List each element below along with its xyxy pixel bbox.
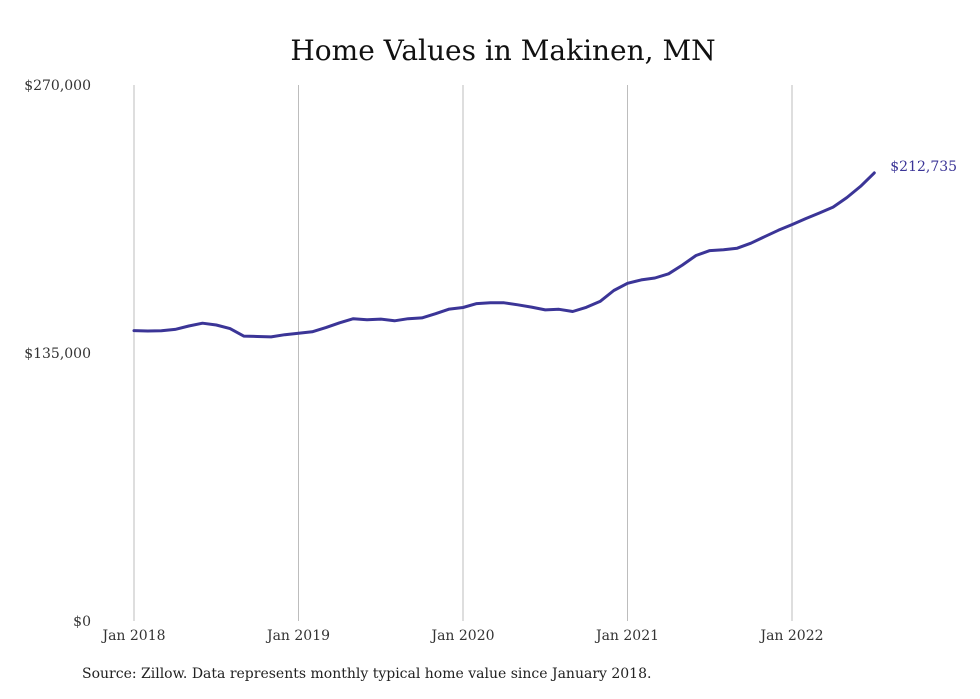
source-note: Source: Zillow. Data represents monthly …	[82, 666, 652, 682]
y-tick-label: $0	[73, 614, 91, 630]
x-tick-label: Jan 2021	[594, 628, 659, 644]
data-labels: $212,735	[890, 159, 957, 175]
x-tick-label: Jan 2022	[758, 628, 823, 644]
x-axis-ticks: Jan 2018 Jan 2019 Jan 2020 Jan 2021 Jan 2022	[100, 628, 823, 644]
end-value-label: $212,735	[890, 159, 957, 175]
series-layer	[132, 171, 876, 339]
x-tick-label: Jan 2020	[429, 628, 494, 644]
x-tick-label: Jan 2018	[100, 628, 165, 644]
chart-title: Home Values in Makinen, MN	[290, 34, 715, 67]
gridlines	[133, 85, 793, 621]
y-axis-ticks: $0 $135,000 $270,000	[24, 78, 91, 630]
y-tick-label: $270,000	[24, 78, 91, 94]
series-line	[132, 171, 876, 339]
y-tick-label: $135,000	[24, 346, 91, 362]
x-tick-label: Jan 2019	[265, 628, 330, 644]
